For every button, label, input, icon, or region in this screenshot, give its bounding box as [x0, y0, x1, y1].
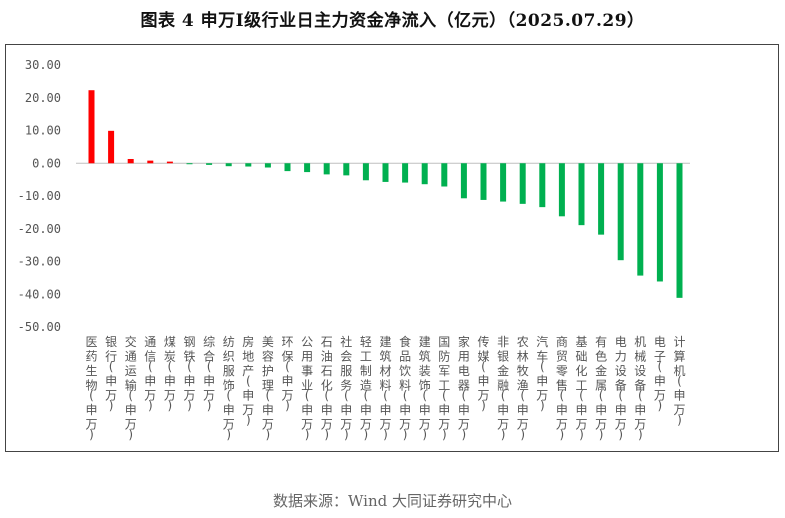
bar: [421, 163, 428, 185]
bar: [402, 163, 409, 183]
bar: [245, 163, 252, 167]
bar: [264, 163, 271, 168]
bar: [284, 163, 291, 172]
category-label: 社会服务(申万): [340, 334, 352, 442]
category-label: 石油石化(申万): [321, 335, 333, 442]
category-label: 家用电器(申万): [458, 334, 470, 442]
bar: [343, 163, 350, 176]
bar: [578, 163, 585, 226]
category-label: 有色金属(申万): [595, 335, 607, 442]
bar: [166, 161, 173, 164]
bar: [637, 163, 644, 276]
bar: [460, 163, 467, 199]
category-label: 钢铁(申万): [183, 335, 195, 413]
bar: [225, 163, 232, 167]
bar: [558, 163, 565, 217]
category-label: 计算机(申万): [673, 335, 685, 427]
y-tick-label: 20.00: [25, 91, 61, 105]
category-label: 交通运输(申万): [125, 334, 137, 442]
category-label: 汽车(申万): [536, 334, 548, 413]
bar: [206, 163, 213, 165]
source-note: 数据来源：Wind 大同证券研究中心: [273, 492, 512, 510]
category-label: 商贸零售(申万): [556, 334, 568, 442]
category-label: 机械设备(申万): [634, 335, 646, 442]
bar: [186, 163, 193, 165]
bar: [539, 163, 546, 208]
category-label: 美容护理(申万): [262, 335, 274, 442]
category-label: 公用事业(申万): [301, 335, 313, 442]
y-tick-label: -50.00: [18, 320, 61, 334]
y-tick-label: -20.00: [18, 222, 61, 236]
bar: [480, 163, 487, 200]
y-tick-label: 0.00: [32, 156, 61, 170]
y-tick-label: -10.00: [18, 189, 61, 203]
category-label: 医药生物(申万): [85, 335, 97, 442]
category-label: 银行(申万): [105, 335, 117, 413]
y-tick-label: -40.00: [18, 287, 61, 301]
category-label: 煤炭(申万): [164, 335, 176, 413]
chart-title: 图表 4 申万Ⅰ级行业日主力资金净流入（亿元）（2025.07.29）: [140, 11, 645, 31]
bar: [323, 163, 330, 175]
category-label: 综合(申万): [203, 335, 215, 413]
bar: [676, 163, 683, 298]
category-label: 国防军工(申万): [438, 335, 450, 442]
bar: [656, 163, 663, 282]
category-label: 轻工制造(申万): [360, 335, 372, 442]
y-tick-label: 30.00: [25, 58, 61, 72]
bar: [500, 163, 507, 202]
bar: [519, 163, 526, 204]
category-label: 食品饮料(申万): [399, 334, 411, 442]
category-label: 传媒(申万): [477, 334, 489, 413]
bar: [108, 130, 115, 164]
bar: [441, 163, 448, 187]
category-label: 非银金融(申万): [497, 335, 509, 442]
bar: [598, 163, 605, 235]
y-tick-label: -30.00: [18, 255, 61, 269]
category-label: 农林牧渔(申万): [517, 335, 529, 442]
bar: [127, 158, 134, 164]
category-label: 基础化工(申万): [575, 335, 587, 442]
category-label: 纺织服饰(申万): [223, 335, 235, 442]
bar: [382, 163, 389, 182]
category-label: 电力设备(申万): [615, 335, 627, 442]
bar: [147, 160, 154, 164]
bar: [304, 163, 311, 173]
bar-chart: 30.00 20.00 10.00 0.00 -10.00 -20.00 -30.00 -40…: [18, 58, 690, 442]
bar: [88, 90, 95, 164]
bar: [362, 163, 369, 181]
category-label: 建筑装饰(申万): [419, 335, 431, 442]
category-label: 建筑材料(申万): [379, 335, 391, 442]
category-label: 电子(申万): [654, 335, 666, 413]
category-label: 通信(申万): [144, 335, 156, 413]
category-label: 房地产(申万): [242, 334, 254, 427]
y-tick-label: 10.00: [25, 124, 61, 138]
chart-frame: [5, 44, 779, 452]
bar: [617, 163, 624, 261]
category-label: 环保(申万): [281, 335, 293, 413]
